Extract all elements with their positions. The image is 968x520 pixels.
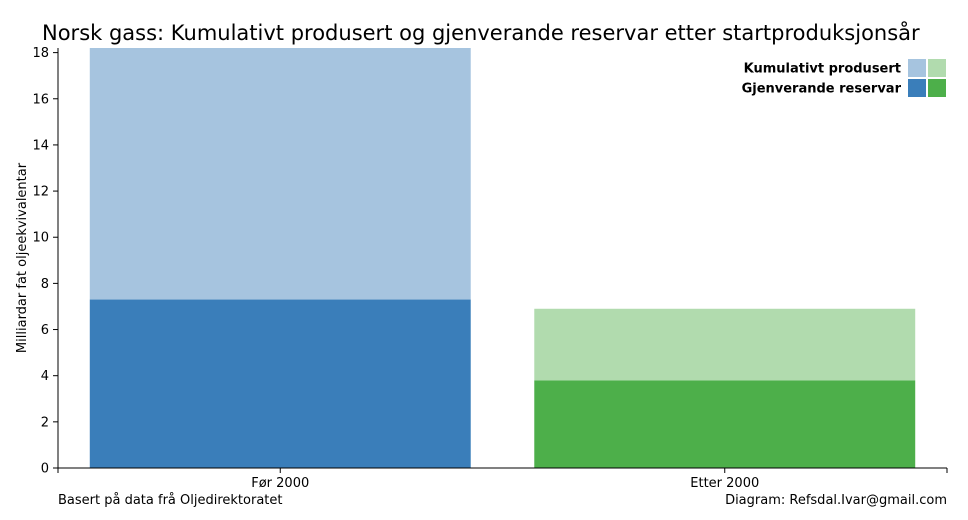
- legend-swatch-2-1: [908, 79, 926, 97]
- y-tick-label-18: 18: [32, 46, 49, 61]
- legend-swatch-1-1: [908, 59, 926, 77]
- chart-title: Norsk gass: Kumulativt produsert og gjen…: [42, 20, 920, 45]
- legend-label-2: Gjenverande reservar: [742, 82, 902, 97]
- y-tick-label-10: 10: [32, 231, 49, 246]
- legend-label-1: Kumulativt produsert: [744, 62, 901, 77]
- bars-group: [89, 48, 916, 468]
- y-tick-label-14: 14: [32, 138, 49, 153]
- footnote-source: Basert på data frå Oljedirektoratet: [58, 493, 282, 508]
- y-axis-label: Milliardar fat oljeekvivalentar: [15, 162, 30, 353]
- legend-swatch-1-2: [928, 59, 946, 77]
- legend: Kumulativt produsert Gjenverande reservar: [742, 59, 946, 97]
- y-tick-label-0: 0: [41, 462, 49, 477]
- y-tick-label-8: 8: [41, 277, 49, 292]
- y-tick-label-6: 6: [41, 323, 49, 338]
- axes-group: 0 2 4 6 8 10 12 14 16 18 Før 2000 Etter 2000: [32, 46, 948, 491]
- bar-segment-produced-1: [89, 48, 471, 300]
- bar-segment-produced-2: [534, 308, 916, 381]
- x-tick-label-1: Før 2000: [251, 476, 309, 491]
- x-tick-label-2: Etter 2000: [690, 476, 759, 491]
- footnote-credit: Diagram: Refsdal.Ivar@gmail.com: [725, 493, 947, 508]
- y-tick-label-12: 12: [32, 185, 49, 200]
- bar-segment-reserves-2: [534, 380, 916, 468]
- y-tick-label-4: 4: [41, 369, 49, 384]
- legend-swatch-2-2: [928, 79, 946, 97]
- y-tick-label-2: 2: [41, 415, 49, 430]
- y-tick-label-16: 16: [32, 92, 49, 107]
- bar-segment-reserves-1: [89, 299, 471, 468]
